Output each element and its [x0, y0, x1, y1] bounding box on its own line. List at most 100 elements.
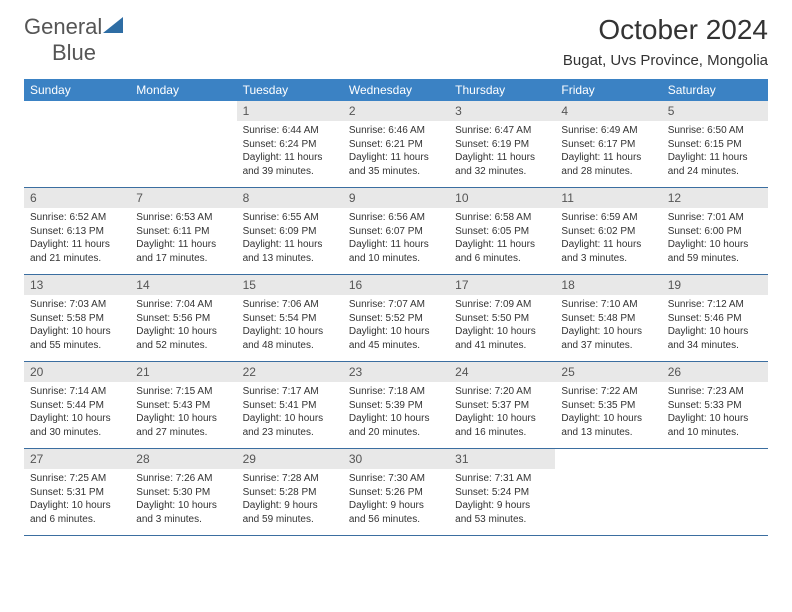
day-info-line: Sunrise: 7:31 AM — [455, 472, 549, 486]
day-header-cell: Tuesday — [237, 79, 343, 101]
day-info-line: Sunrise: 7:18 AM — [349, 385, 443, 399]
day-info-line: Sunset: 6:00 PM — [668, 225, 762, 239]
day-info-line: Sunrise: 6:56 AM — [349, 211, 443, 225]
week-row: 27Sunrise: 7:25 AMSunset: 5:31 PMDayligh… — [24, 449, 768, 536]
day-cell — [662, 449, 768, 535]
day-cell: 6Sunrise: 6:52 AMSunset: 6:13 PMDaylight… — [24, 188, 130, 274]
day-content: Sunrise: 7:17 AMSunset: 5:41 PMDaylight:… — [237, 382, 343, 442]
day-info-line: Daylight: 11 hours and 6 minutes. — [455, 238, 549, 265]
day-cell: 15Sunrise: 7:06 AMSunset: 5:54 PMDayligh… — [237, 275, 343, 361]
day-info-line: Sunset: 6:09 PM — [243, 225, 337, 239]
day-header-cell: Monday — [130, 79, 236, 101]
day-number: 20 — [24, 362, 130, 382]
location: Bugat, Uvs Province, Mongolia — [563, 52, 768, 69]
day-info-line: Sunset: 6:21 PM — [349, 138, 443, 152]
day-info-line: Sunset: 6:19 PM — [455, 138, 549, 152]
day-info-line: Sunset: 5:24 PM — [455, 486, 549, 500]
day-info-line: Sunset: 6:02 PM — [561, 225, 655, 239]
day-info-line: Sunrise: 7:14 AM — [30, 385, 124, 399]
day-content: Sunrise: 6:58 AMSunset: 6:05 PMDaylight:… — [449, 208, 555, 268]
day-info-line: Sunrise: 7:06 AM — [243, 298, 337, 312]
day-info-line: Daylight: 11 hours and 32 minutes. — [455, 151, 549, 178]
day-info-line: Sunrise: 7:23 AM — [668, 385, 762, 399]
day-cell: 17Sunrise: 7:09 AMSunset: 5:50 PMDayligh… — [449, 275, 555, 361]
day-cell: 8Sunrise: 6:55 AMSunset: 6:09 PMDaylight… — [237, 188, 343, 274]
day-cell: 3Sunrise: 6:47 AMSunset: 6:19 PMDaylight… — [449, 101, 555, 187]
day-info-line: Sunrise: 7:09 AM — [455, 298, 549, 312]
day-content: Sunrise: 7:06 AMSunset: 5:54 PMDaylight:… — [237, 295, 343, 355]
day-info-line: Sunset: 5:41 PM — [243, 399, 337, 413]
day-info-line: Sunset: 6:05 PM — [455, 225, 549, 239]
day-cell: 28Sunrise: 7:26 AMSunset: 5:30 PMDayligh… — [130, 449, 236, 535]
day-content: Sunrise: 7:23 AMSunset: 5:33 PMDaylight:… — [662, 382, 768, 442]
day-cell: 5Sunrise: 6:50 AMSunset: 6:15 PMDaylight… — [662, 101, 768, 187]
day-info-line: Daylight: 11 hours and 10 minutes. — [349, 238, 443, 265]
week-row: 20Sunrise: 7:14 AMSunset: 5:44 PMDayligh… — [24, 362, 768, 449]
day-content: Sunrise: 6:59 AMSunset: 6:02 PMDaylight:… — [555, 208, 661, 268]
logo: General Blue — [24, 14, 124, 66]
day-info-line: Daylight: 10 hours and 52 minutes. — [136, 325, 230, 352]
day-number: 21 — [130, 362, 236, 382]
day-number: 29 — [237, 449, 343, 469]
day-info-line: Daylight: 9 hours and 56 minutes. — [349, 499, 443, 526]
day-cell: 10Sunrise: 6:58 AMSunset: 6:05 PMDayligh… — [449, 188, 555, 274]
day-cell: 12Sunrise: 7:01 AMSunset: 6:00 PMDayligh… — [662, 188, 768, 274]
day-number: 16 — [343, 275, 449, 295]
day-info-line: Sunrise: 7:17 AM — [243, 385, 337, 399]
day-info-line: Daylight: 10 hours and 3 minutes. — [136, 499, 230, 526]
day-info-line: Sunrise: 6:59 AM — [561, 211, 655, 225]
day-cell: 26Sunrise: 7:23 AMSunset: 5:33 PMDayligh… — [662, 362, 768, 448]
day-info-line: Daylight: 10 hours and 20 minutes. — [349, 412, 443, 439]
day-info-line: Sunset: 5:43 PM — [136, 399, 230, 413]
week-row: 1Sunrise: 6:44 AMSunset: 6:24 PMDaylight… — [24, 101, 768, 188]
logo-text-1: General — [24, 14, 102, 39]
day-info-line: Daylight: 11 hours and 21 minutes. — [30, 238, 124, 265]
day-content: Sunrise: 7:14 AMSunset: 5:44 PMDaylight:… — [24, 382, 130, 442]
day-content: Sunrise: 7:10 AMSunset: 5:48 PMDaylight:… — [555, 295, 661, 355]
day-content: Sunrise: 6:49 AMSunset: 6:17 PMDaylight:… — [555, 121, 661, 181]
week-row: 6Sunrise: 6:52 AMSunset: 6:13 PMDaylight… — [24, 188, 768, 275]
day-info-line: Sunrise: 6:55 AM — [243, 211, 337, 225]
day-number: 28 — [130, 449, 236, 469]
day-info-line: Sunrise: 7:26 AM — [136, 472, 230, 486]
day-cell: 27Sunrise: 7:25 AMSunset: 5:31 PMDayligh… — [24, 449, 130, 535]
day-content: Sunrise: 7:26 AMSunset: 5:30 PMDaylight:… — [130, 469, 236, 529]
day-number: 6 — [24, 188, 130, 208]
day-info-line: Sunrise: 7:25 AM — [30, 472, 124, 486]
day-cell: 2Sunrise: 6:46 AMSunset: 6:21 PMDaylight… — [343, 101, 449, 187]
day-number: 3 — [449, 101, 555, 121]
day-content: Sunrise: 7:25 AMSunset: 5:31 PMDaylight:… — [24, 469, 130, 529]
day-cell: 23Sunrise: 7:18 AMSunset: 5:39 PMDayligh… — [343, 362, 449, 448]
day-header-cell: Wednesday — [343, 79, 449, 101]
day-info-line: Sunset: 5:56 PM — [136, 312, 230, 326]
day-cell: 25Sunrise: 7:22 AMSunset: 5:35 PMDayligh… — [555, 362, 661, 448]
day-number: 8 — [237, 188, 343, 208]
day-number: 12 — [662, 188, 768, 208]
day-info-line: Sunrise: 6:50 AM — [668, 124, 762, 138]
day-info-line: Daylight: 9 hours and 59 minutes. — [243, 499, 337, 526]
day-number: 7 — [130, 188, 236, 208]
day-info-line: Sunset: 5:46 PM — [668, 312, 762, 326]
day-info-line: Daylight: 11 hours and 39 minutes. — [243, 151, 337, 178]
day-info-line: Sunset: 5:52 PM — [349, 312, 443, 326]
day-number: 18 — [555, 275, 661, 295]
day-info-line: Daylight: 11 hours and 3 minutes. — [561, 238, 655, 265]
day-content: Sunrise: 7:18 AMSunset: 5:39 PMDaylight:… — [343, 382, 449, 442]
day-number: 10 — [449, 188, 555, 208]
day-header-cell: Friday — [555, 79, 661, 101]
day-info-line: Sunset: 6:11 PM — [136, 225, 230, 239]
day-info-line: Sunset: 5:35 PM — [561, 399, 655, 413]
day-info-line: Sunset: 6:17 PM — [561, 138, 655, 152]
day-info-line: Sunrise: 6:58 AM — [455, 211, 549, 225]
day-number: 1 — [237, 101, 343, 121]
day-content: Sunrise: 7:28 AMSunset: 5:28 PMDaylight:… — [237, 469, 343, 529]
day-info-line: Sunrise: 6:52 AM — [30, 211, 124, 225]
day-info-line: Sunrise: 7:12 AM — [668, 298, 762, 312]
day-number: 22 — [237, 362, 343, 382]
day-info-line: Daylight: 11 hours and 35 minutes. — [349, 151, 443, 178]
day-number: 27 — [24, 449, 130, 469]
day-info-line: Daylight: 10 hours and 13 minutes. — [561, 412, 655, 439]
day-content: Sunrise: 6:50 AMSunset: 6:15 PMDaylight:… — [662, 121, 768, 181]
day-cell: 9Sunrise: 6:56 AMSunset: 6:07 PMDaylight… — [343, 188, 449, 274]
day-header-cell: Sunday — [24, 79, 130, 101]
